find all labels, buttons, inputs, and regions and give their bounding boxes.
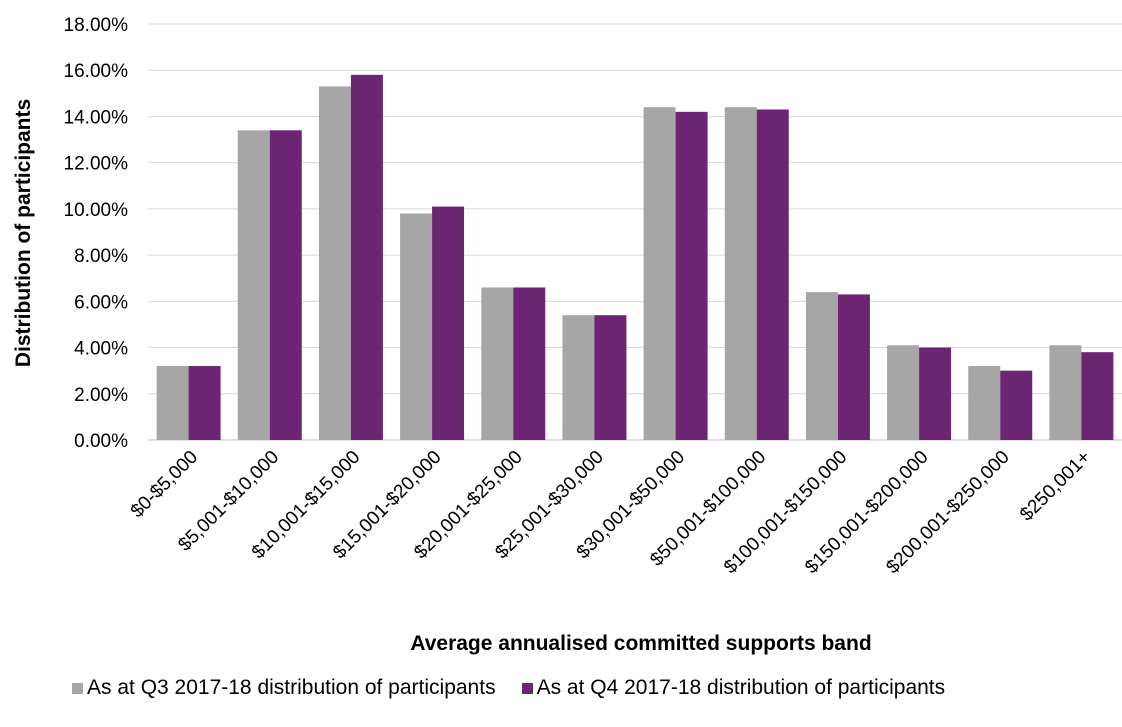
bar-chart: 0.00% 2.00% 4.00% 6.00% 8.00% 10.00% 12.00% 14.… bbox=[12, 15, 1122, 655]
bar-q3 bbox=[1049, 345, 1082, 440]
bar-q4 bbox=[513, 287, 546, 440]
bar-q4 bbox=[756, 109, 789, 440]
bar-q3 bbox=[400, 213, 433, 440]
x-axis-ticks: $0-$5,000$5,001-$10,000$10,001-$15,000$1… bbox=[127, 447, 1095, 578]
bar-q3 bbox=[887, 345, 920, 440]
y-tick-label: 6.00% bbox=[74, 292, 128, 313]
bar-q4 bbox=[1081, 352, 1114, 440]
bar-q3 bbox=[724, 107, 757, 440]
gridlines bbox=[148, 23, 1122, 441]
y-tick-label: 16.00% bbox=[64, 61, 129, 82]
bar-q3 bbox=[968, 366, 1001, 440]
y-axis-title: Distribution of participants bbox=[12, 99, 35, 367]
y-tick-label: 2.00% bbox=[74, 385, 128, 406]
y-tick-label: 14.00% bbox=[64, 107, 129, 128]
bar-q4 bbox=[919, 347, 952, 440]
legend-item-q4: As at Q4 2017-18 distribution of partici… bbox=[521, 676, 946, 700]
bar-q3 bbox=[643, 107, 676, 440]
legend-swatch-q3 bbox=[72, 682, 83, 694]
x-axis-title: Average annualised committed supports ba… bbox=[410, 632, 871, 655]
bar-q4 bbox=[269, 130, 302, 441]
legend-item-q3: As at Q3 2017-18 distribution of partici… bbox=[72, 676, 496, 700]
bar-q4 bbox=[350, 74, 383, 440]
legend-label-q4: As at Q4 2017-18 distribution of partici… bbox=[536, 676, 946, 699]
y-tick-label: 0.00% bbox=[74, 431, 128, 452]
legend-swatch-q4 bbox=[521, 682, 533, 694]
bar-q4 bbox=[188, 366, 221, 440]
bar-q3 bbox=[481, 287, 514, 440]
bar-q4 bbox=[1000, 370, 1033, 440]
y-tick-label: 10.00% bbox=[64, 200, 129, 221]
y-axis-ticks: 0.00% 2.00% 4.00% 6.00% 8.00% 10.00% 12.00% 14.… bbox=[64, 15, 129, 452]
bar-q4 bbox=[675, 111, 708, 441]
y-tick-label: 12.00% bbox=[64, 154, 129, 175]
bar-q3 bbox=[156, 366, 189, 440]
legend: As at Q3 2017-18 distribution of partici… bbox=[72, 676, 945, 700]
bar-q4 bbox=[837, 294, 870, 440]
bar-q3 bbox=[562, 315, 595, 440]
bar-q3 bbox=[805, 292, 838, 440]
bars bbox=[156, 74, 1114, 441]
y-tick-label: 4.00% bbox=[74, 339, 128, 360]
bar-q3 bbox=[318, 86, 351, 441]
y-tick-label: 8.00% bbox=[74, 246, 128, 267]
legend-label-q3: As at Q3 2017-18 distribution of partici… bbox=[87, 676, 496, 699]
bar-q3 bbox=[237, 130, 270, 441]
bar-q4 bbox=[432, 206, 465, 440]
y-tick-label: 18.00% bbox=[64, 15, 129, 36]
x-tick-label: $0-$5,000 bbox=[127, 447, 202, 522]
bar-q4 bbox=[594, 315, 627, 440]
x-tick-label: $250,001+ bbox=[1016, 447, 1095, 526]
